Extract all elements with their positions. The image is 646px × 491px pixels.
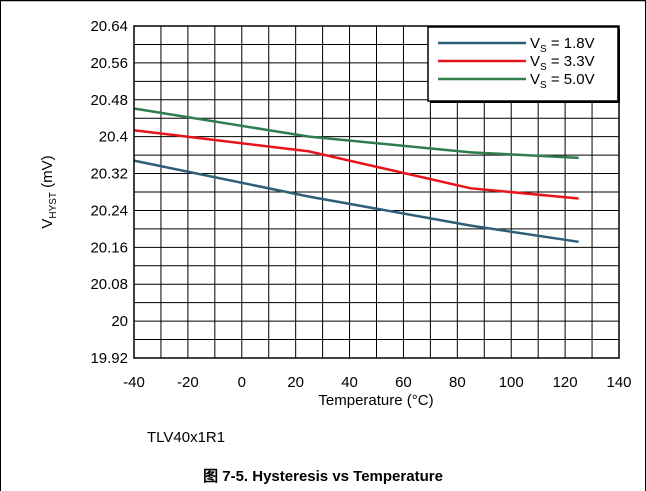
x-tick-label: 40 — [341, 374, 358, 391]
y-axis-label-main: V — [39, 219, 56, 229]
y-axis-label: VHYST (mV) — [39, 155, 59, 228]
x-tick-label: 0 — [238, 374, 246, 391]
device-note: TLV40x1R1 — [147, 429, 226, 446]
x-tick-label: 100 — [499, 374, 524, 391]
figure-caption: 图 7-5. Hysteresis vs Temperature — [203, 468, 443, 485]
y-tick-labels: 20.64 20.56 20.48 20.4 20.32 20.24 20.16 20.08 2… — [90, 18, 128, 367]
y-tick-label: 20 — [111, 313, 128, 330]
x-tick-labels: -40 -20 0 20 40 60 80 100 120 140 — [123, 374, 631, 391]
x-tick-label: 60 — [395, 374, 412, 391]
series-line-3 — [133, 107, 579, 160]
y-tick-label: 20.64 — [90, 18, 128, 35]
series-lines — [133, 107, 579, 244]
x-tick-label: 80 — [449, 374, 466, 391]
y-tick-label: 20.32 — [90, 166, 128, 183]
y-tick-label: 20.16 — [90, 239, 128, 256]
legend-label: VS = 5.0V — [530, 71, 595, 91]
legend-label: VS = 3.3V — [530, 53, 595, 73]
y-tick-label: 20.4 — [99, 129, 128, 146]
x-tick-label: -40 — [123, 374, 145, 391]
x-tick-label: 20 — [287, 374, 304, 391]
x-tick-label: 140 — [606, 374, 631, 391]
plot-area — [133, 25, 620, 359]
y-tick-label: 20.56 — [90, 55, 128, 72]
legend-label: VS = 1.8V — [530, 35, 595, 55]
legend-box — [427, 26, 619, 102]
series-line-2 — [133, 128, 579, 200]
y-tick-label: 20.48 — [90, 92, 128, 109]
y-axis-label-unit: (mV) — [39, 155, 56, 192]
y-tick-label: 20.24 — [90, 202, 128, 219]
y-tick-label: 19.92 — [90, 350, 128, 367]
x-axis-label: Temperature (°C) — [318, 392, 433, 409]
y-axis-label-sub: HYST — [48, 192, 59, 219]
series-line-1 — [133, 159, 579, 244]
y-tick-label: 20.08 — [90, 276, 128, 293]
x-tick-label: -20 — [177, 374, 199, 391]
x-tick-label: 120 — [553, 374, 578, 391]
